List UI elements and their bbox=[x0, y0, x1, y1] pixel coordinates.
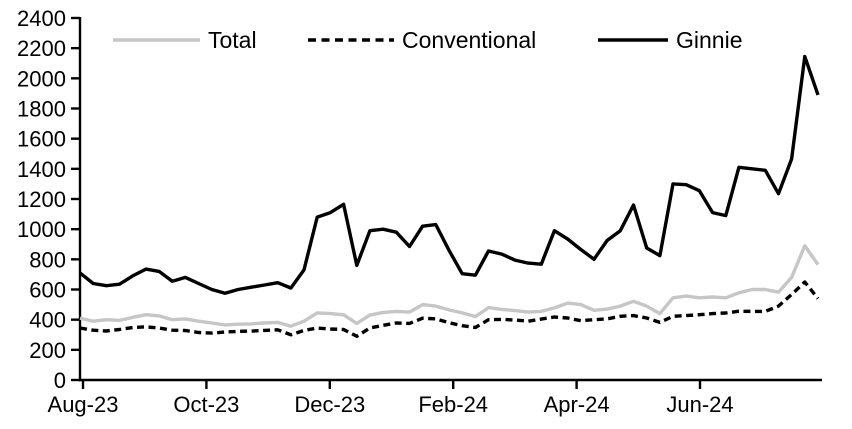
y-tick-label: 600 bbox=[29, 278, 66, 303]
y-tick-label: 1600 bbox=[17, 127, 66, 152]
y-tick-label: 1400 bbox=[17, 157, 66, 182]
y-tick-label: 1000 bbox=[17, 217, 66, 242]
y-tick-label: 2200 bbox=[17, 36, 66, 61]
legend-label-total: Total bbox=[208, 27, 257, 53]
x-tick-label: Jun-24 bbox=[666, 392, 733, 417]
y-tick-label: 1800 bbox=[17, 97, 66, 122]
legend-label-conventional: Conventional bbox=[402, 27, 536, 53]
y-tick-label: 2400 bbox=[17, 6, 66, 31]
y-tick-label: 200 bbox=[29, 338, 66, 363]
series-total-line bbox=[79, 244, 820, 328]
y-tick-label: 2000 bbox=[17, 66, 66, 91]
x-tick-label: Aug-23 bbox=[48, 392, 119, 417]
series-ginnie-line bbox=[78, 54, 820, 295]
y-tick-label: 800 bbox=[29, 247, 66, 272]
x-tick-label: Dec-23 bbox=[294, 392, 365, 417]
x-tick-label: Apr-24 bbox=[544, 392, 610, 417]
x-tick-label: Oct-23 bbox=[173, 392, 239, 417]
legend-label-ginnie: Ginnie bbox=[676, 27, 742, 53]
y-tick-label: 400 bbox=[29, 308, 66, 333]
y-tick-label: 0 bbox=[54, 368, 66, 393]
y-tick-label: 1200 bbox=[17, 187, 66, 212]
x-tick-label: Feb-24 bbox=[418, 392, 488, 417]
